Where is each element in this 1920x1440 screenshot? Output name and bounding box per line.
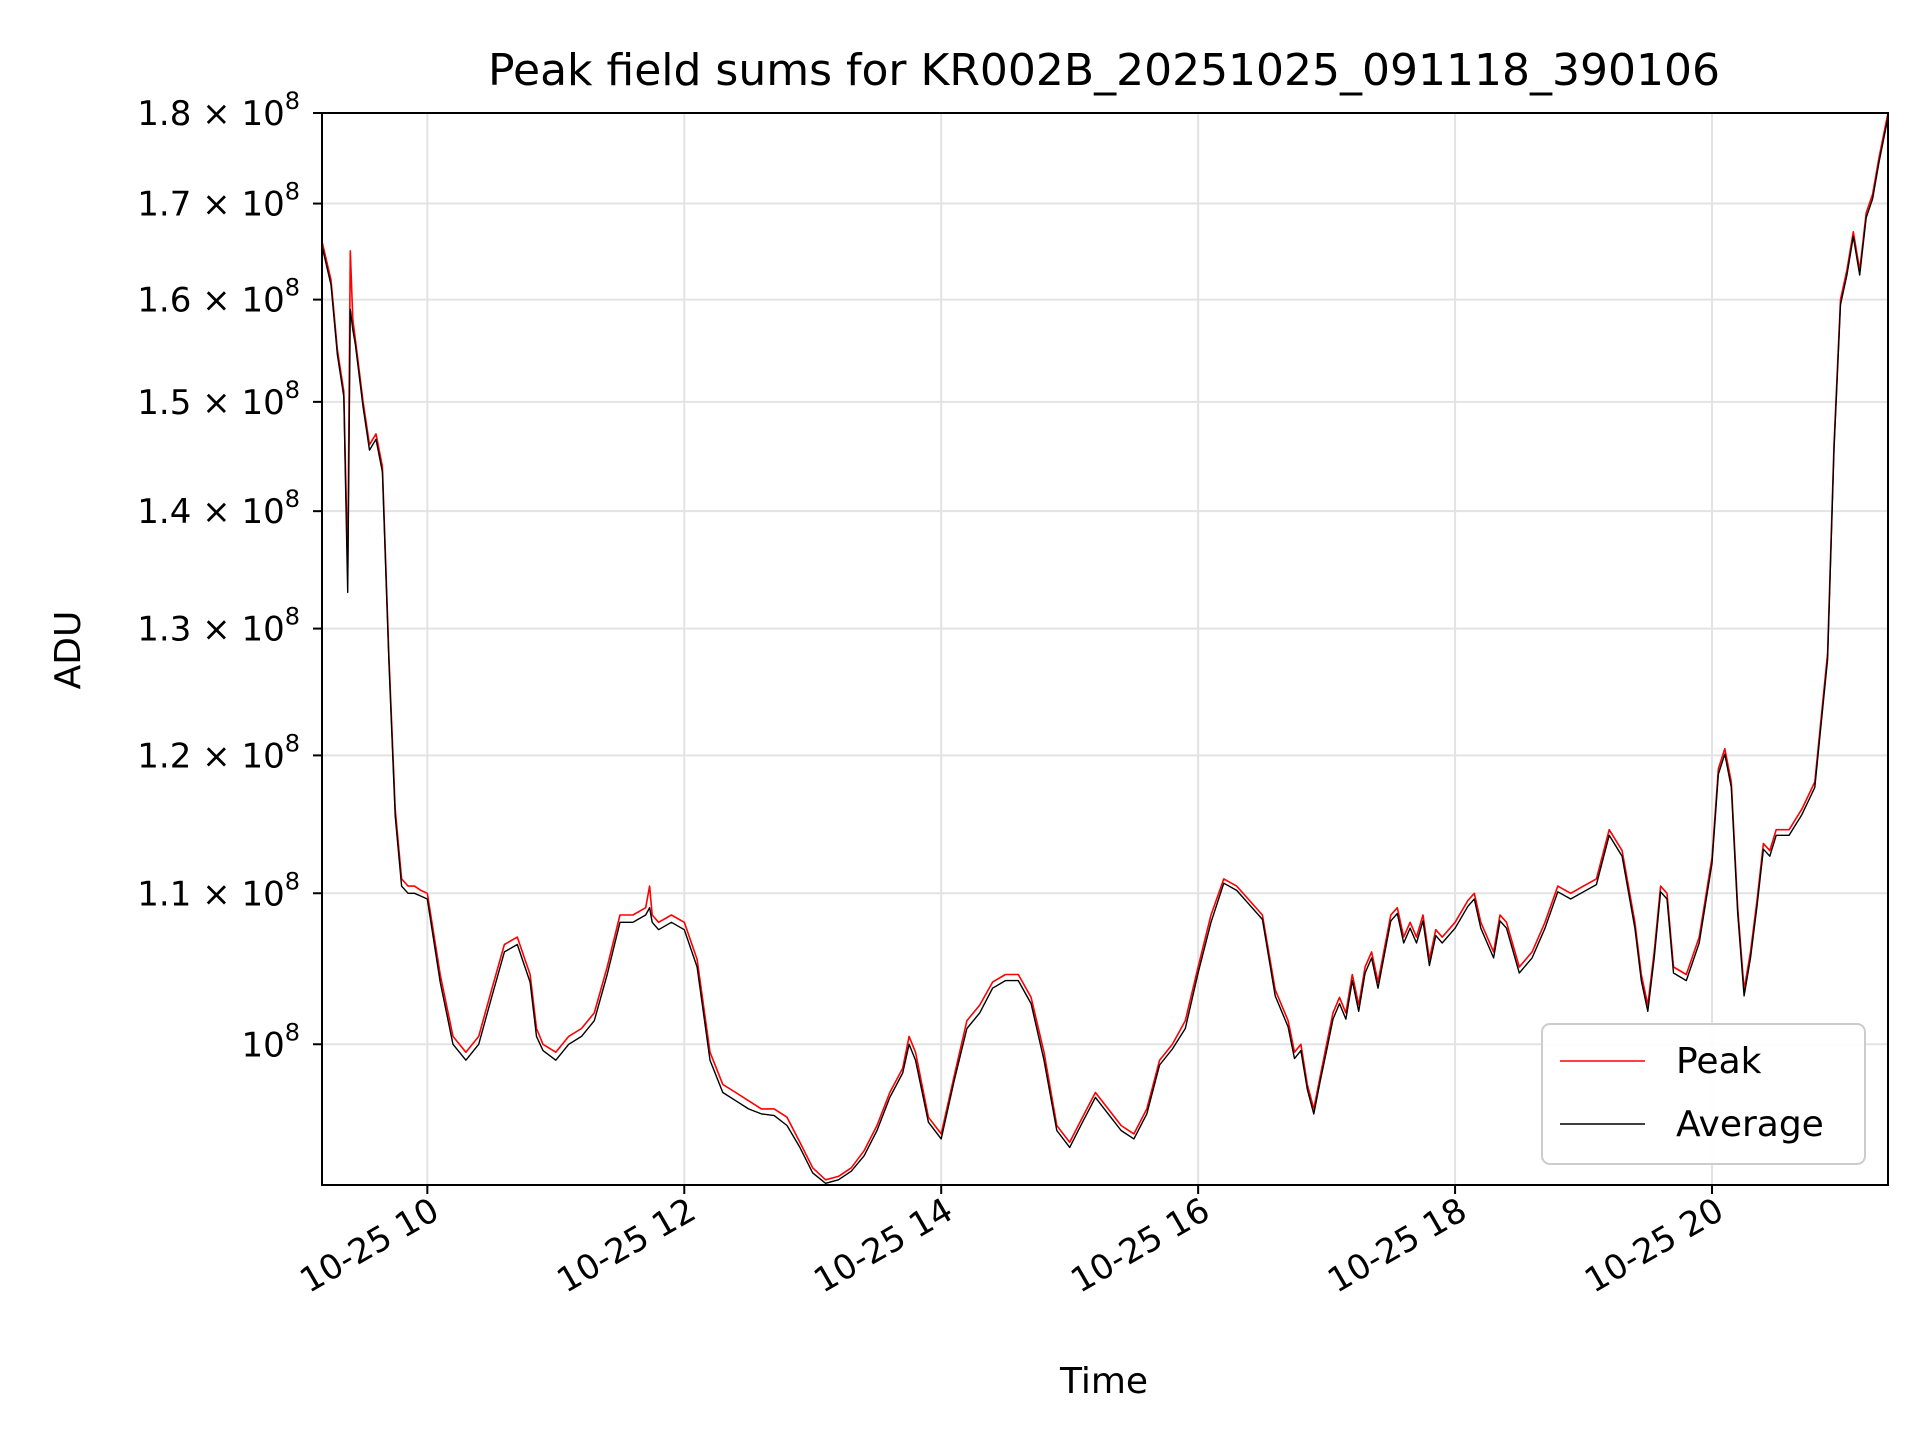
y-tick-label: 1.7 × 108 xyxy=(137,178,300,225)
y-axis: 108 1.1 × 108 1.2 × 108 1.3 × 108 1.4 × 108 1… xyxy=(137,87,322,1065)
y-tick-label: 1.4 × 108 xyxy=(137,485,300,532)
series-line-average xyxy=(321,117,1889,1185)
y-tick-label: 1.3 × 108 xyxy=(137,603,300,650)
x-tick-label: 10-25 16 xyxy=(1064,1190,1216,1301)
series-layer xyxy=(321,112,1889,1185)
y-tick-label: 1.6 × 108 xyxy=(137,274,300,321)
x-tick-label: 10-25 10 xyxy=(293,1190,445,1301)
chart-title: Peak field sums for KR002B_20251025_0911… xyxy=(488,45,1720,96)
grid xyxy=(322,112,1888,1185)
y-axis-label: ADU xyxy=(48,611,89,690)
y-tick-label: 1.1 × 108 xyxy=(137,867,300,914)
x-axis-label: Time xyxy=(1059,1361,1148,1402)
legend-label-peak: Peak xyxy=(1676,1041,1762,1082)
legend: Peak Average xyxy=(1541,1023,1866,1165)
y-tick-label: 1.5 × 108 xyxy=(137,376,300,423)
y-tick-label: 1.8 × 108 xyxy=(137,87,300,134)
x-tick-label: 10-25 20 xyxy=(1578,1190,1730,1301)
x-axis: 10-25 10 10-25 12 10-25 14 10-25 16 10-25 18… xyxy=(293,1185,1731,1301)
plot-frame xyxy=(321,112,1889,1186)
y-tick-label: 1.2 × 108 xyxy=(137,729,300,776)
legend-label-average: Average xyxy=(1676,1104,1824,1145)
y-tick-label: 108 xyxy=(241,1018,300,1065)
legend-box xyxy=(1541,1023,1866,1165)
x-tick-label: 10-25 18 xyxy=(1321,1190,1473,1301)
x-tick-label: 10-25 14 xyxy=(807,1190,959,1301)
series-line-peak xyxy=(321,112,1889,1181)
x-tick-label: 10-25 12 xyxy=(550,1190,702,1301)
